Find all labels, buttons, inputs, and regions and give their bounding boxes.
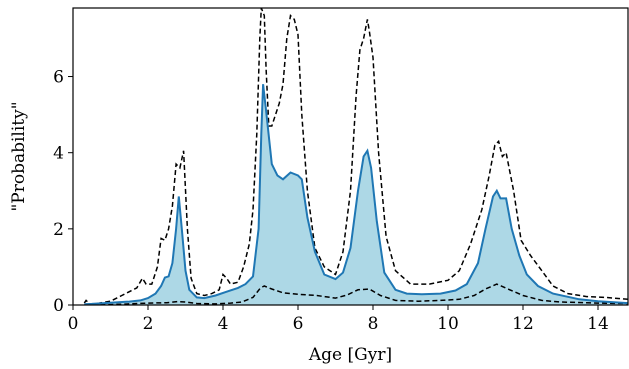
y-axis-label: "Probability" — [9, 101, 29, 211]
plot-area — [83, 8, 628, 305]
x-tick-label: 12 — [512, 314, 534, 334]
probability-fill-area — [84, 84, 628, 305]
x-tick-label: 0 — [68, 314, 79, 334]
upper-bound-dashed-line — [83, 8, 628, 305]
median-probability-line — [84, 84, 628, 305]
x-axis-ticks: 0 2 4 6 8 10 12 14 — [68, 305, 609, 334]
y-tick-label: 2 — [53, 220, 64, 240]
x-tick-label: 4 — [218, 314, 229, 334]
x-axis-label: Age [Gyr] — [308, 345, 392, 365]
x-tick-label: 8 — [368, 314, 379, 334]
x-tick-label: 14 — [587, 314, 609, 334]
lower-bound-dashed-line — [84, 283, 628, 305]
x-tick-label: 2 — [143, 314, 154, 334]
y-tick-label: 6 — [53, 68, 64, 88]
y-axis-ticks: 0 2 4 6 — [53, 68, 73, 316]
axes-frame — [72, 7, 629, 306]
y-tick-label: 0 — [53, 296, 64, 316]
x-tick-label: 6 — [293, 314, 304, 334]
y-tick-label: 4 — [53, 144, 64, 164]
x-tick-label: 10 — [437, 314, 459, 334]
